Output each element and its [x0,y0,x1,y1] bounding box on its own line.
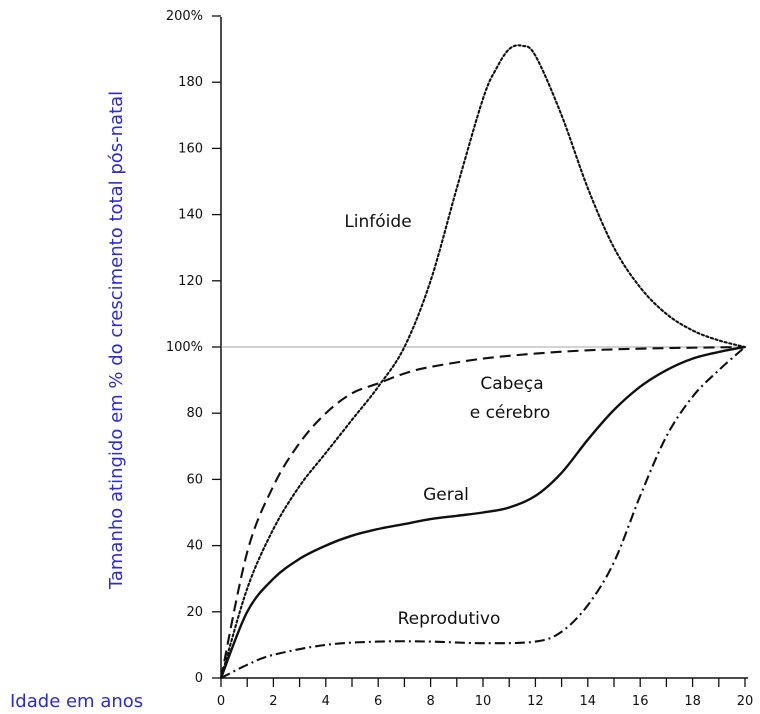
x-tick-label: 6 [374,694,382,709]
series-lines-group [219,44,747,680]
series-label-reprodutivo: Reprodutivo [398,609,501,629]
series-line-2 [219,345,746,679]
x-tick-label: 8 [426,694,434,709]
y-tick-label: 140 [178,208,203,223]
x-tick-label: 10 [475,694,492,709]
x-tick-label: 18 [684,694,701,709]
y-tick-label: 180 [178,75,203,90]
y-tick-label: 120 [178,274,203,289]
x-tick-label: 0 [217,694,225,709]
x-tick-label: 2 [269,694,277,709]
x-tick-label: 20 [737,694,754,709]
x-axis-title: Idade em anos [10,691,143,712]
series-label-linfoide: Linfóide [344,212,411,232]
series-label-cerebro: e cérebro [470,403,551,423]
series-line-1 [219,44,747,680]
y-tick-label: 20 [186,605,203,620]
y-tick-label: 60 [186,472,203,487]
x-tick-label: 4 [322,694,330,709]
y-tick-label: 200% [166,9,203,24]
y-tick-label: 0 [195,671,203,686]
y-tick-label: 100% [166,340,203,355]
series-label-geral: Geral [423,485,469,505]
axes-group [220,17,748,679]
x-ticks-group: 0 2 4 6 8 10 12 14 16 18 20 [217,678,753,709]
y-tick-label: 40 [186,539,203,554]
x-tick-label: 14 [580,694,597,709]
y-axis-title: Tamanho atingido em % do crescimento tot… [106,91,127,590]
series-label-cabeca: Cabeça [480,374,543,394]
x-tick-label: 16 [632,694,649,709]
y-tick-label: 80 [186,406,203,421]
y-tick-label: 160 [178,141,203,156]
series-line-3 [219,345,746,679]
y-ticks-group: 0 20 40 60 80 100% 120 140 160 180 200% [166,9,221,686]
x-tick-label: 12 [527,694,544,709]
series-line-4 [220,346,746,679]
series-labels-group: Linfóide Cabeça e cérebro Geral Reprodut… [344,212,550,629]
